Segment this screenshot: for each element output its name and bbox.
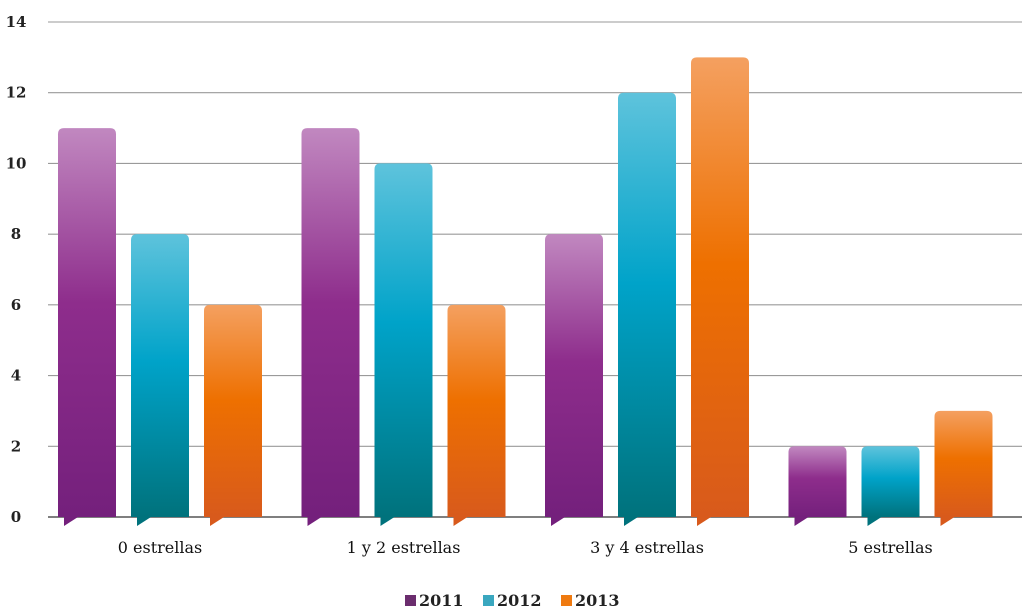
bar: [131, 234, 189, 517]
bar: [58, 128, 116, 518]
bar: [934, 410, 993, 517]
y-tick-label: 0: [11, 508, 21, 526]
x-category-label: 3 y 4 estrellas: [590, 538, 704, 557]
y-tick-label: 10: [6, 154, 27, 172]
bar-tail: [453, 517, 468, 526]
bar: [447, 304, 506, 517]
y-tick-label: 14: [6, 13, 27, 31]
bar-tail: [210, 517, 224, 526]
bar-3-y-4-estrellas-2013: [691, 57, 749, 526]
legend-item-2012: 2012: [483, 591, 542, 610]
bar-tail: [940, 517, 955, 526]
bar: [301, 128, 360, 518]
bar-tail: [137, 517, 151, 526]
bar-5-estrellas-2011: [788, 446, 847, 526]
x-category-label: 0 estrellas: [118, 538, 202, 557]
y-tick-label: 6: [11, 296, 21, 314]
y-tick-label: 12: [6, 84, 27, 102]
bars: [58, 57, 993, 526]
legend-swatch: [561, 595, 572, 606]
x-category-label: 5 estrellas: [848, 538, 932, 557]
legend-label: 2012: [497, 591, 542, 610]
bar: [374, 163, 433, 517]
bar-3-y-4-estrellas-2012: [618, 92, 676, 526]
bar-tail: [794, 517, 809, 526]
legend-swatch: [483, 595, 494, 606]
bar: [788, 446, 847, 517]
y-tick-label: 2: [11, 437, 21, 455]
bar-tail: [697, 517, 711, 526]
bar-3-y-4-estrellas-2011: [545, 234, 603, 526]
bar-tail: [551, 517, 565, 526]
bar-tail: [624, 517, 638, 526]
y-axis-ticks: 0 2 4 6 8 10 12 14: [6, 13, 27, 526]
bar-tail: [307, 517, 322, 526]
legend-swatch: [405, 595, 416, 606]
bar-5-estrellas-2013: [934, 410, 993, 526]
bar-1-y-2-estrellas-2011: [301, 128, 360, 526]
bar-tail: [867, 517, 882, 526]
legend-item-2011: 2011: [405, 591, 464, 610]
legend-item-2013: 2013: [561, 591, 620, 610]
bar-tail: [380, 517, 395, 526]
legend-label: 2013: [575, 591, 620, 610]
gridlines: [48, 21, 1022, 518]
y-tick-label: 8: [11, 225, 21, 243]
bar-1-y-2-estrellas-2012: [374, 163, 433, 526]
bar-tail: [64, 517, 78, 526]
bar-0-estrellas-2012: [131, 234, 189, 526]
bar: [545, 234, 603, 517]
x-axis-labels: 0 estrellas 1 y 2 estrellas 3 y 4 estrella…: [118, 538, 933, 557]
bar: [691, 57, 749, 517]
x-category-label: 1 y 2 estrellas: [347, 538, 461, 557]
bar-0-estrellas-2011: [58, 128, 116, 526]
bar-0-estrellas-2013: [204, 304, 262, 526]
y-tick-label: 4: [11, 367, 21, 385]
legend-label: 2011: [419, 591, 464, 610]
bar: [861, 446, 920, 517]
bar: [204, 304, 262, 517]
bar: [618, 92, 676, 517]
legend: 2011 2012 2013: [405, 591, 620, 610]
bar-1-y-2-estrellas-2013: [447, 304, 506, 526]
bar-5-estrellas-2012: [861, 446, 920, 526]
